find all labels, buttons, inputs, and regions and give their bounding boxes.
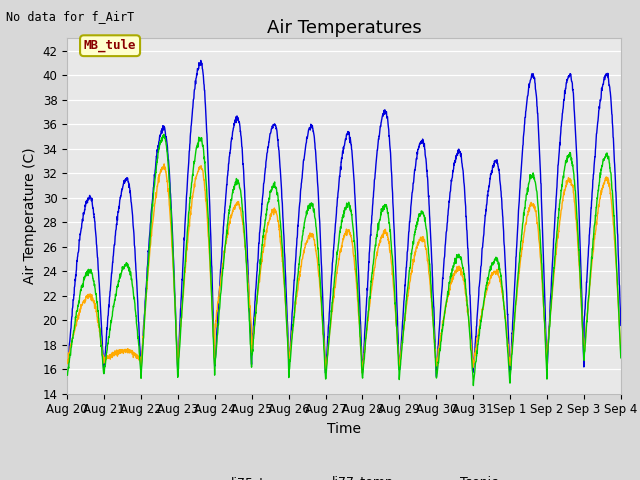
li77_temp	[617, 355, 625, 360]
li77_temp	[584, 307, 591, 312]
Tsonic	[568, 183, 576, 189]
Title: Air Temperatures: Air Temperatures	[267, 19, 421, 37]
Line: Tsonic: Tsonic	[67, 164, 621, 373]
li77_temp	[63, 372, 71, 378]
X-axis label: Time: Time	[327, 422, 361, 436]
Text: No data for f_AirT: No data for f_AirT	[6, 10, 134, 23]
Tsonic	[160, 161, 168, 167]
li75_t	[63, 366, 71, 372]
li77_temp	[470, 383, 477, 388]
li77_temp	[160, 132, 168, 137]
li77_temp	[506, 369, 513, 375]
Tsonic	[360, 351, 368, 357]
li75_t	[584, 260, 591, 265]
li75_t	[218, 252, 226, 258]
li77_temp	[360, 356, 368, 361]
Tsonic	[63, 360, 71, 366]
li75_t	[506, 349, 513, 355]
Tsonic	[506, 355, 513, 360]
li75_t	[568, 81, 576, 86]
Y-axis label: Air Temperature (C): Air Temperature (C)	[23, 148, 37, 284]
Text: MB_tule: MB_tule	[84, 39, 136, 52]
Tsonic	[358, 370, 366, 376]
Line: li75_t: li75_t	[67, 60, 621, 377]
Tsonic	[584, 307, 591, 313]
li77_temp	[372, 235, 380, 241]
Tsonic	[372, 253, 380, 259]
Legend: li75_t, li77_temp, Tsonic: li75_t, li77_temp, Tsonic	[185, 471, 503, 480]
Tsonic	[617, 350, 625, 356]
li75_t	[433, 374, 440, 380]
li75_t	[360, 342, 368, 348]
li77_temp	[568, 163, 576, 168]
Tsonic	[218, 271, 226, 277]
li75_t	[372, 159, 380, 165]
li75_t	[197, 58, 205, 63]
li77_temp	[218, 278, 226, 284]
Line: li77_temp: li77_temp	[67, 134, 621, 385]
li75_t	[617, 323, 625, 328]
